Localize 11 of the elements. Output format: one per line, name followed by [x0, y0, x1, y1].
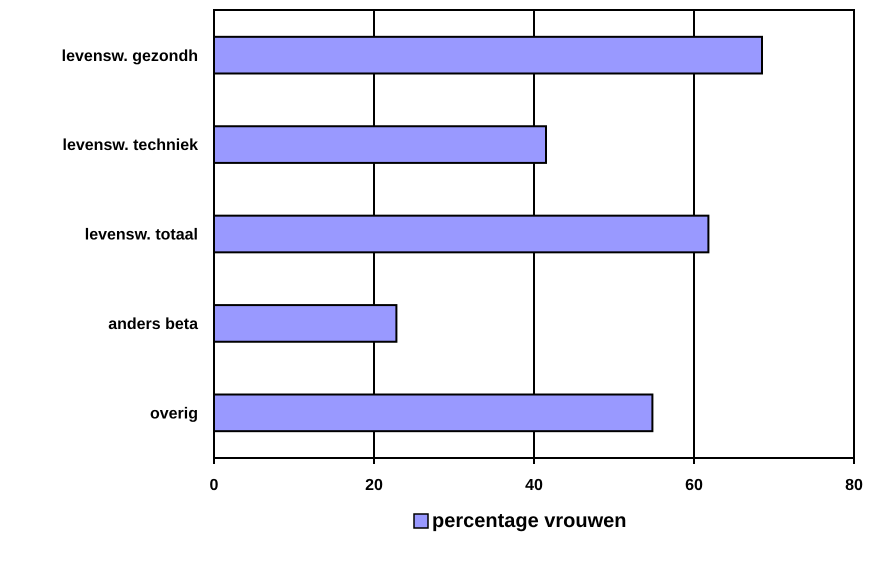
- x-tick-label: 80: [845, 477, 863, 494]
- x-tick-label: 60: [685, 477, 703, 494]
- y-tick-label: anders beta: [108, 316, 198, 334]
- y-tick-label: levensw. totaal: [84, 226, 198, 244]
- x-tick-label: 40: [525, 477, 543, 494]
- x-tick-label: 0: [210, 477, 219, 494]
- y-tick-label: levensw. techniek: [62, 137, 198, 154]
- y-tick-label: overig: [150, 405, 198, 422]
- x-tick-label: 20: [365, 477, 383, 494]
- legend-label: percentage vrouwen: [432, 510, 627, 532]
- y-tick-label: levensw. gezondh: [62, 48, 198, 65]
